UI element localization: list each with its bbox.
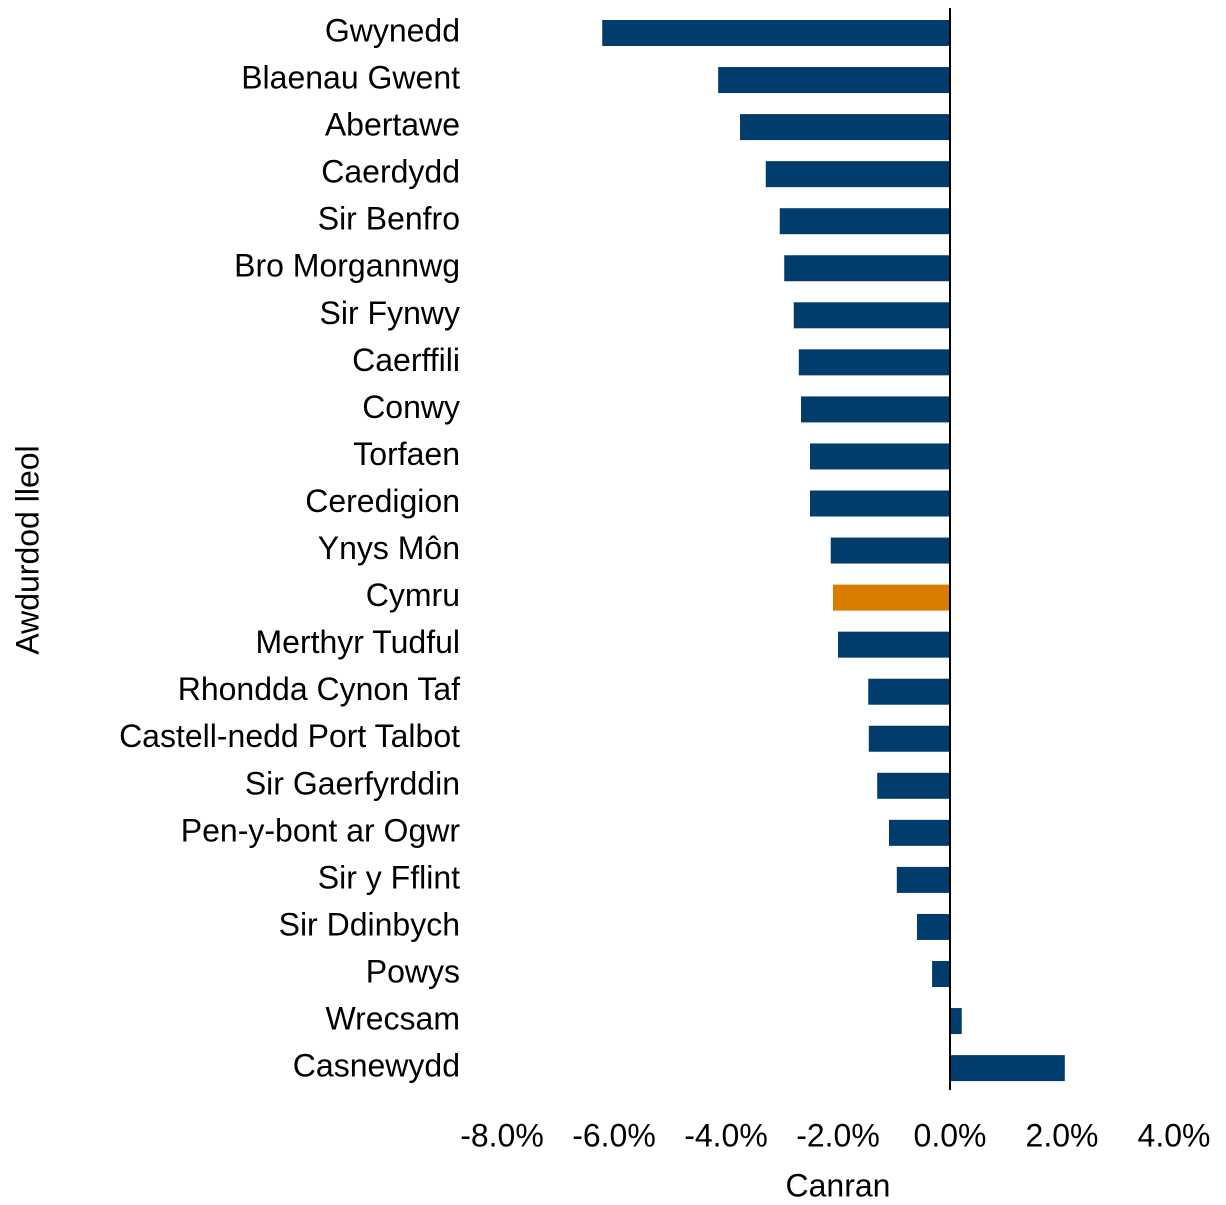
y-tick-label: Ceredigion	[305, 483, 460, 519]
y-tick-label: Abertawe	[325, 107, 460, 143]
bar	[888, 819, 950, 846]
x-tick-label: 0.0%	[914, 1117, 987, 1153]
bar	[896, 866, 950, 893]
bar	[718, 67, 950, 94]
y-tick-label: Bro Morgannwg	[234, 248, 460, 284]
bar	[932, 961, 950, 987]
y-tick-label: Sir y Fflint	[318, 859, 460, 895]
bar	[950, 1055, 1065, 1082]
bar	[793, 302, 950, 329]
x-tick-label: -2.0%	[796, 1117, 880, 1153]
x-tick-label: -4.0%	[684, 1117, 768, 1153]
y-tick-label: Gwynedd	[325, 12, 460, 48]
bar	[868, 678, 950, 705]
bar	[798, 349, 950, 376]
x-axis-label: Canran	[786, 1167, 891, 1203]
y-tick-label: Sir Fynwy	[320, 295, 460, 331]
y-tick-label: Torfaen	[353, 436, 460, 472]
y-tick-label: Castell-nedd Port Talbot	[119, 718, 460, 754]
x-tick-label: 4.0%	[1138, 1117, 1211, 1153]
bar	[830, 537, 950, 564]
bar	[765, 161, 950, 188]
x-tick-label: 2.0%	[1026, 1117, 1099, 1153]
y-tick-label: Wrecsam	[325, 1001, 460, 1037]
y-tick-label: Sir Gaerfyrddin	[245, 765, 460, 801]
bar	[950, 1008, 962, 1035]
y-tick-label: Ynys Môn	[318, 530, 460, 566]
bar	[832, 584, 950, 611]
bar	[868, 725, 950, 752]
y-tick-label: Sir Benfro	[318, 201, 460, 237]
y-tick-label: Pen-y-bont ar Ogwr	[181, 812, 461, 848]
y-tick-label: Sir Ddinbych	[279, 906, 460, 942]
bar	[779, 208, 950, 235]
x-tick-label: -6.0%	[572, 1117, 656, 1153]
y-axis-label: Awdurdod lleol	[9, 445, 45, 654]
x-tick-label: -8.0%	[460, 1117, 544, 1153]
y-tick-label: Casnewydd	[293, 1048, 460, 1084]
y-tick-label: Rhondda Cynon Taf	[178, 671, 460, 707]
y-tick-label: Cymru	[366, 577, 460, 613]
bar	[784, 255, 950, 282]
y-tick-label: Caerdydd	[321, 154, 460, 190]
bar	[810, 443, 950, 470]
y-tick-label: Caerffili	[352, 342, 460, 378]
bar	[801, 396, 950, 423]
bar	[602, 20, 950, 46]
bar	[877, 772, 950, 799]
bar	[838, 631, 950, 658]
y-tick-label: Conwy	[362, 389, 460, 425]
y-tick-label: Blaenau Gwent	[241, 60, 460, 96]
y-tick-label: Merthyr Tudful	[255, 624, 460, 660]
bar	[916, 913, 950, 940]
y-tick-label: Powys	[366, 953, 460, 989]
bar	[810, 490, 950, 517]
bar	[740, 114, 950, 141]
